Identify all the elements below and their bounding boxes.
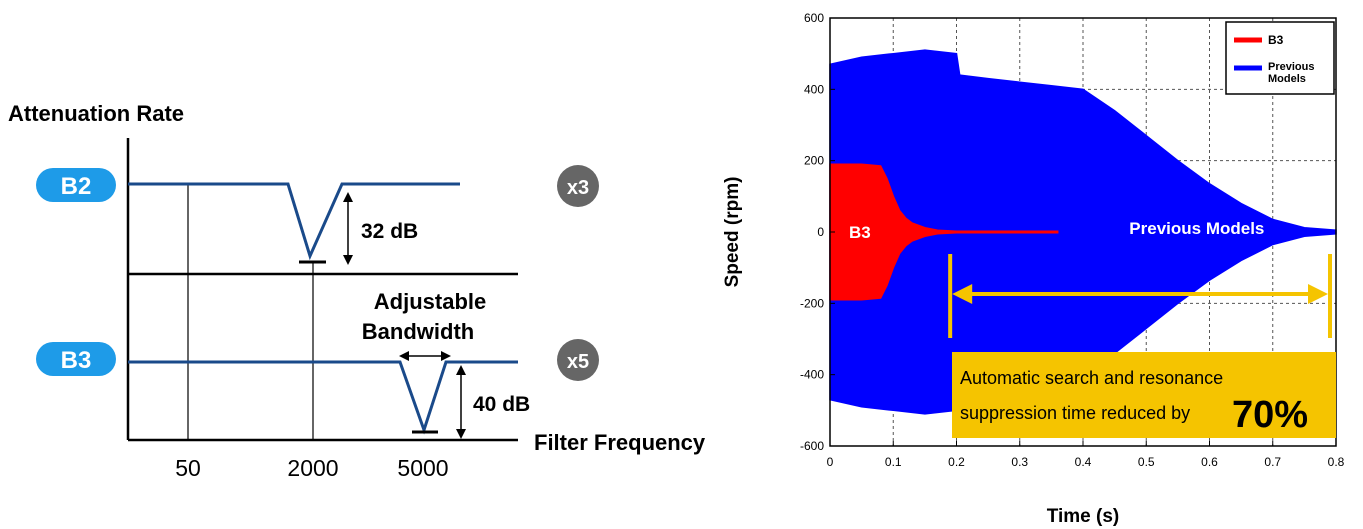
x-tick-label-6: 0.6: [1201, 455, 1218, 469]
legend-label-b3: B3: [1268, 33, 1284, 47]
callout-box: [952, 352, 1336, 438]
diagram-ylabel: Attenuation Rate: [8, 101, 184, 126]
badge-b2: B2: [36, 168, 116, 202]
reduction-callout: Automatic search and resonance suppressi…: [952, 352, 1336, 438]
y-tick-label-0: 600: [804, 11, 824, 25]
speed-chart: 0 0.1 0.2 0.3 0.4 0.5 0.6 0.7 0.8 600 400 200 0 -200 -…: [722, 11, 1345, 527]
diagram-tick-5000: 5000: [397, 455, 448, 481]
y-tick-label-3: 0: [817, 225, 824, 239]
callout-line2: suppression time reduced by: [960, 403, 1190, 423]
badge-b3-label: B3: [61, 347, 92, 374]
b3-depth-label: 40 dB: [473, 393, 530, 416]
x-tick-label-2: 0.2: [948, 455, 965, 469]
chart-xlabel: Time (s): [1047, 506, 1120, 527]
reduction-arrow: [948, 254, 1332, 338]
x-tick-label-1: 0.1: [885, 455, 902, 469]
arrow-head-left: [952, 284, 973, 304]
multiplier-x3: x3: [557, 165, 599, 207]
y-tick-label-4: -200: [800, 296, 824, 310]
b3-notch-curve: [128, 360, 518, 435]
x-tick-label-5: 0.5: [1138, 455, 1155, 469]
x-tick-label-4: 0.4: [1075, 455, 1092, 469]
badge-b2-label: B2: [61, 173, 92, 200]
legend-label-previous: Previous Models: [1268, 61, 1318, 85]
b2-depth-label: 32 dB: [361, 220, 418, 243]
y-tick-label-5: -400: [800, 368, 824, 382]
multiplier-x5: x5: [557, 339, 599, 381]
x-tick-label-8: 0.8: [1328, 455, 1345, 469]
badge-b3: B3: [36, 342, 116, 376]
b2-notch-curve: [128, 182, 460, 261]
multiplier-x3-label: x3: [567, 177, 589, 199]
y-tick-label-1: 400: [804, 82, 824, 96]
y-tick-label-6: -600: [800, 439, 824, 453]
bandwidth-label-line2: Bandwidth: [362, 319, 474, 344]
b2-depth-arrow: [343, 192, 353, 265]
legend-box: [1225, 21, 1335, 95]
filter-diagram: Attenuation Rate 32 dB 40 dB: [8, 101, 706, 481]
y-tick-label-2: 200: [804, 154, 824, 168]
x-tick-label-7: 0.7: [1264, 455, 1281, 469]
annotation-b3-label: B3: [849, 223, 871, 242]
arrow-head-right: [1308, 284, 1328, 304]
diagram-tick-2000: 2000: [287, 455, 338, 481]
annotation-previous-label: Previous Models: [1129, 219, 1264, 238]
x-tick-label-3: 0.3: [1011, 455, 1028, 469]
chart-ylabel: Speed (rpm): [722, 177, 743, 288]
multiplier-x5-label: x5: [567, 351, 589, 373]
b3-depth-arrow: [456, 365, 466, 439]
plot-ticks: 0 0.1 0.2 0.3 0.4 0.5 0.6 0.7 0.8 600 400 200 0 -200 -…: [800, 11, 1345, 469]
bandwidth-label-line1: Adjustable: [374, 289, 486, 314]
callout-line1: Automatic search and resonance: [960, 368, 1223, 388]
chart-legend: B3 Previous Models: [1225, 21, 1335, 95]
diagram-xlabel: Filter Frequency: [534, 430, 706, 455]
callout-highlight: 70%: [1232, 394, 1308, 436]
bandwidth-arrow: [399, 351, 451, 361]
diagram-tick-50: 50: [175, 455, 201, 481]
x-tick-label-0: 0: [827, 455, 834, 469]
